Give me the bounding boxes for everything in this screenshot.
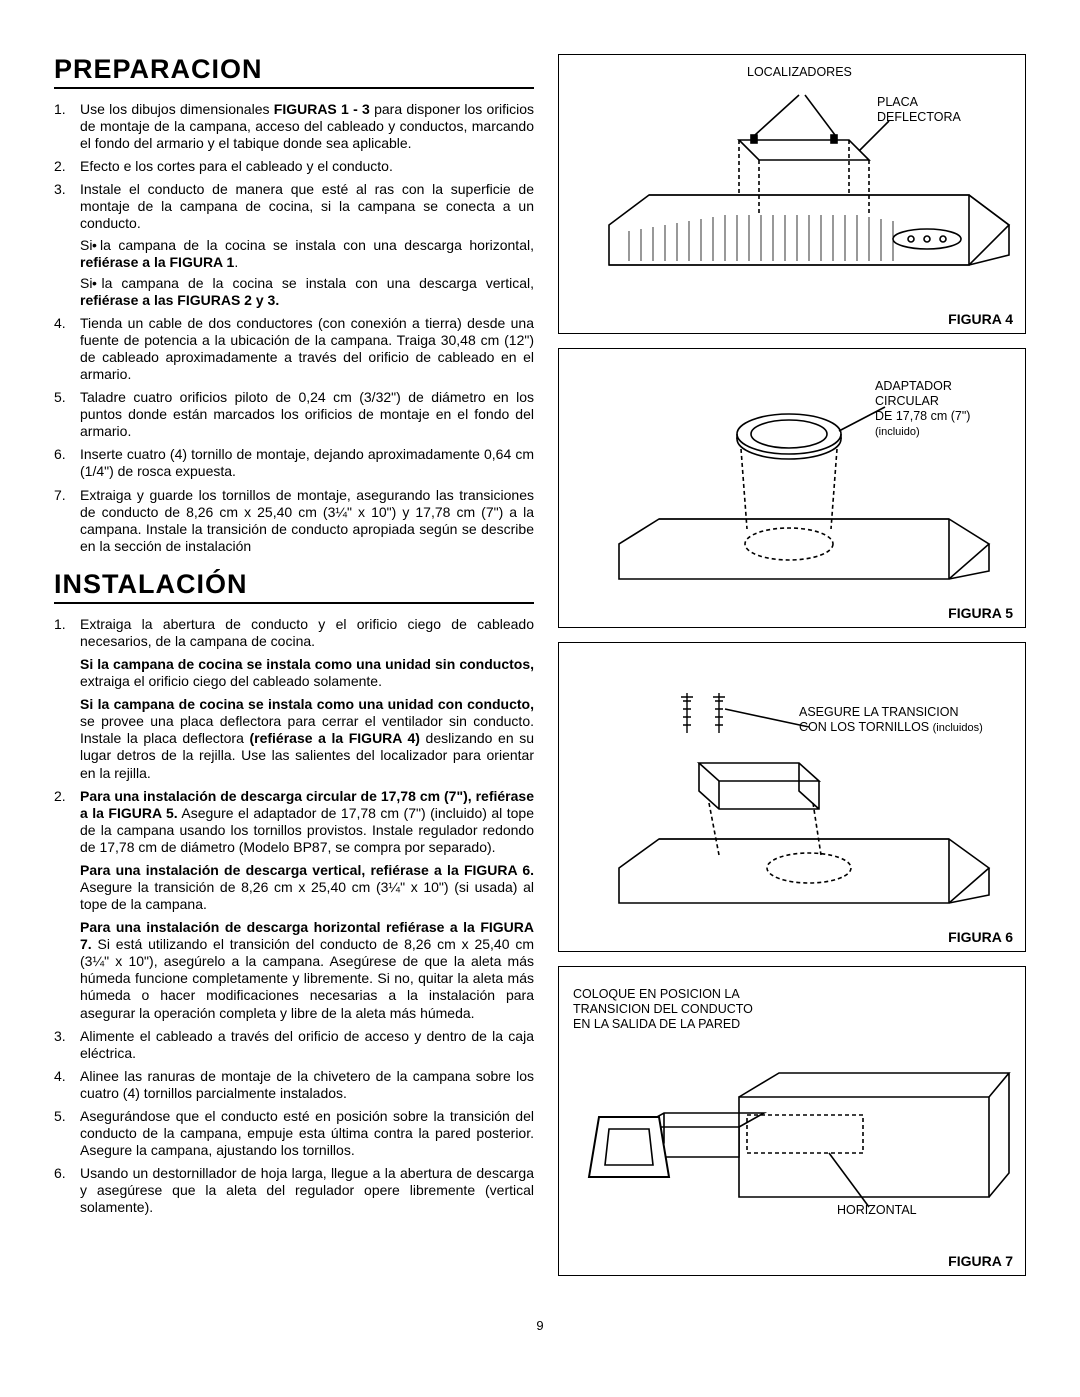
inst-item-6: Usando un destornillador de hoja larga, … (54, 1165, 534, 1216)
fig4-label-loc: LOCALIZADORES (747, 65, 852, 80)
fig4-label-placa: PLACADEFLECTORA (877, 95, 961, 125)
instalacion-list: Extraiga la abertura de conducto y el or… (54, 616, 534, 1217)
inst-1c-bold: Si la campana de cocina se instala como … (80, 696, 534, 712)
prep-item-5: Taladre cuatro orificios piloto de 0,24 … (54, 389, 534, 440)
heading-preparacion: PREPARACION (54, 54, 534, 89)
fig4-caption: FIGURA 4 (948, 311, 1013, 327)
fig5-note: (incluido) (875, 426, 920, 438)
heading-instalacion: INSTALACIÓN (54, 569, 534, 604)
fig6-label: ASEGURE LA TRANSICIONCON LOS TORNILLOS (… (799, 705, 983, 735)
inst-1b: extraiga el orificio ciego del cableado … (80, 673, 382, 689)
inst-2-sub-b: Para una instalación de descarga vertica… (80, 862, 534, 913)
inst-1c-bold2: (refiérase a la FIGURA 4) (249, 730, 419, 746)
fig7-label-horiz: HORIZONTAL (837, 1203, 917, 1218)
prep-3-bullet-a: Si la campana de la cocina se instala co… (80, 237, 534, 271)
prep-3b-pre: Si la campana de la cocina se instala co… (80, 275, 534, 291)
inst-2-sub-c: Para una instalación de descarga horizon… (80, 919, 534, 1021)
prep-item-6: Inserte cuatro (4) tornillo de montaje, … (54, 446, 534, 480)
fig6-caption: FIGURA 6 (948, 929, 1013, 945)
inst-1-text: Extraiga la abertura de conducto y el or… (80, 616, 534, 649)
fig7-label-1: COLOQUE EN POSICION LATRANSICION DEL CON… (573, 987, 753, 1032)
fig7-caption: FIGURA 7 (948, 1253, 1013, 1269)
inst-1-sub-b: Si la campana de cocina se instala como … (80, 656, 534, 690)
prep-3a-pre: Si la campana de la cocina se instala co… (80, 237, 534, 253)
inst-item-5: Asegurándose que el conducto esté en pos… (54, 1108, 534, 1159)
prep-3b-bold: refiérase a las FIGURAS 2 y 3. (80, 292, 279, 308)
fig6-note: (incluidos) (933, 722, 983, 734)
bold-fig-1-3: FIGURAS 1 - 3 (274, 101, 370, 117)
prep-item-2: Efecto e los cortes para el cableado y e… (54, 158, 534, 175)
prep-item-7: Extraiga y guarde los tornillos de monta… (54, 487, 534, 555)
figure-7-box: COLOQUE EN POSICION LATRANSICION DEL CON… (558, 966, 1026, 1276)
figure-6-box: ASEGURE LA TRANSICIONCON LOS TORNILLOS (… (558, 642, 1026, 952)
prep-3-bullet-b: Si la campana de la cocina se instala co… (80, 275, 534, 309)
left-column: PREPARACION Use los dibujos dimensionale… (54, 54, 534, 1290)
preparacion-list: Use los dibujos dimensionales FIGURAS 1 … (54, 101, 534, 555)
page-number: 9 (54, 1318, 1026, 1333)
inst-item-1: Extraiga la abertura de conducto y el or… (54, 616, 534, 782)
figure-4-box: LOCALIZADORES PLACADEFLECTORA FIGURA 4 (558, 54, 1026, 334)
inst-1b-bold: Si la campana de cocina se instala como … (80, 656, 534, 672)
fig5-caption: FIGURA 5 (948, 605, 1013, 621)
prep-item-4: Tienda un cable de dos conductores (con … (54, 315, 534, 383)
fig5-label-adapt: ADAPTADORCIRCULARDE 17,78 cm (7")(inclui… (875, 379, 970, 439)
fig6-txt1: ASEGURE LA TRANSICION (799, 705, 959, 719)
page-content: PREPARACION Use los dibujos dimensionale… (54, 54, 1026, 1290)
inst-item-2: Para una instalación de descarga circula… (54, 788, 534, 1022)
figure-6-svg (569, 653, 1015, 941)
prep-3a-bold: refiérase a la FIGURA 1 (80, 254, 234, 270)
inst-item-4: Alinee las ranuras de montaje de la chiv… (54, 1068, 534, 1102)
inst-1-sub-c: Si la campana de cocina se instala como … (80, 696, 534, 781)
prep-item-3: Instale el conducto de manera que esté a… (54, 181, 534, 309)
prep-3-text: Instale el conducto de manera que esté a… (80, 181, 534, 231)
inst-2b-bold: Para una instalación de descarga vertica… (80, 862, 534, 878)
inst-2c: Si está utilizando el transición del con… (80, 936, 534, 1020)
inst-item-3: Alimente el cableado a través del orific… (54, 1028, 534, 1062)
right-column: LOCALIZADORES PLACADEFLECTORA FIGURA 4 (558, 54, 1026, 1290)
prep-item-1: Use los dibujos dimensionales FIGURAS 1 … (54, 101, 534, 152)
inst-2b: Asegure la transición de 8,26 cm x 25,40… (80, 879, 534, 912)
figure-5-box: ADAPTADORCIRCULARDE 17,78 cm (7")(inclui… (558, 348, 1026, 628)
fig6-txt2: CON LOS TORNILLOS (799, 720, 933, 734)
